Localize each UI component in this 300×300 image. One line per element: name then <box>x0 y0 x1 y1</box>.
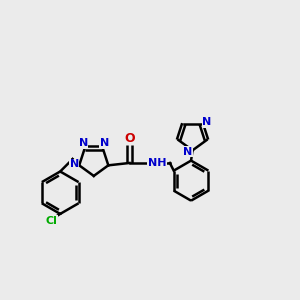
Text: NH: NH <box>148 158 167 168</box>
Text: Cl: Cl <box>45 216 57 226</box>
Text: O: O <box>124 132 135 145</box>
Text: N: N <box>70 159 79 169</box>
Text: N: N <box>79 138 88 148</box>
Text: N: N <box>100 138 109 148</box>
Text: N: N <box>202 117 212 127</box>
Text: N: N <box>184 147 193 157</box>
